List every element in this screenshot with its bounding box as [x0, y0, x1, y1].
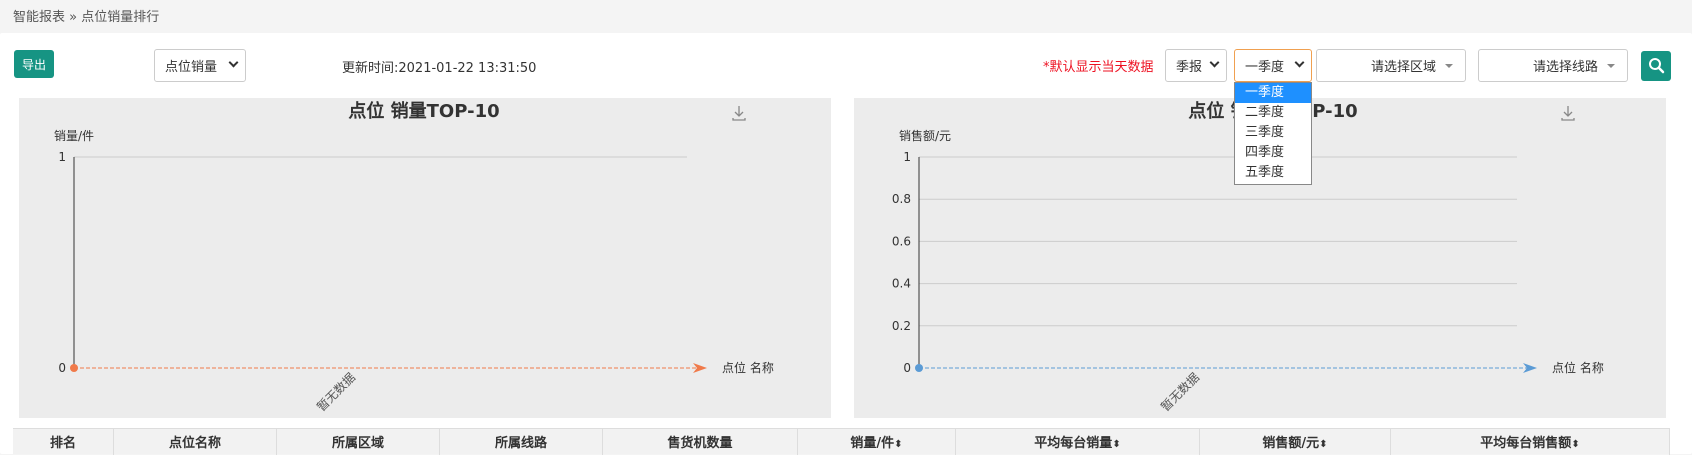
- data-point: [915, 364, 923, 372]
- chart-title: 点位 销量TOP-10: [348, 100, 499, 122]
- table-header-cell[interactable]: 平均每台销量⬍: [956, 429, 1200, 455]
- y-tick-label: 1: [903, 150, 911, 164]
- sort-icon[interactable]: ⬍: [1112, 439, 1121, 450]
- sort-icon[interactable]: ⬍: [1571, 439, 1580, 450]
- x-category-label: 暂无数据: [314, 370, 359, 415]
- y-tick-label: 0: [903, 361, 911, 375]
- quarter-option[interactable]: 一季度: [1235, 83, 1311, 103]
- default-data-hint: *默认显示当天数据: [1043, 60, 1154, 75]
- quarter-value: 一季度: [1245, 60, 1285, 75]
- breadcrumb: 智能报表 » 点位销量排行: [13, 10, 160, 25]
- sort-icon[interactable]: ⬍: [894, 439, 903, 450]
- download-icon: [1561, 106, 1575, 121]
- table-header-label: 点位名称: [168, 436, 221, 451]
- table-header-cell: 所属区域: [277, 429, 440, 455]
- table-header-cell[interactable]: 销量/件⬍: [798, 429, 956, 455]
- y-tick-label: 1: [58, 150, 66, 164]
- route-placeholder: 请选择线路: [1533, 60, 1599, 75]
- table-header-cell[interactable]: 平均每台销售额⬍: [1391, 429, 1670, 455]
- quarter-select[interactable]: 一季度: [1234, 49, 1312, 82]
- quarter-option[interactable]: 三季度: [1245, 125, 1285, 140]
- x-axis-arrow: [693, 363, 707, 373]
- update-time: 更新时间:2021-01-22 13:31:50: [342, 61, 537, 76]
- y-tick-label: 0.6: [892, 234, 911, 248]
- quarter-dropdown: 一季度二季度三季度四季度五季度: [1234, 82, 1312, 185]
- table-header-label: 销售额/元: [1262, 436, 1320, 451]
- table-header-label: 平均每台销量: [1034, 436, 1113, 451]
- table-header: 排名 点位名称 所属区域 所属线路 售货机数量 销量/件⬍ 平均每台销量⬍ 销售额/元⬍ 平均每…: [13, 428, 1670, 455]
- quarter-option[interactable]: 二季度: [1245, 105, 1285, 120]
- y-tick-label: 0: [58, 361, 66, 375]
- caret-down-icon: [1607, 64, 1615, 68]
- sort-icon[interactable]: ⬍: [1319, 439, 1328, 450]
- y-axis-label: 销量/件: [54, 129, 94, 143]
- y-tick-label: 0.2: [892, 319, 911, 333]
- search-icon: [1649, 58, 1665, 74]
- chevron-down-icon: [228, 57, 239, 68]
- table-header-cell: 售货机数量: [603, 429, 798, 455]
- region-placeholder: 请选择区域: [1371, 60, 1437, 75]
- download-icon-path: [732, 106, 746, 121]
- data-point: [70, 364, 78, 372]
- x-axis-arrow: [1523, 363, 1537, 373]
- x-axis-label: 点位 名称: [722, 360, 774, 375]
- period-type-select[interactable]: 季报: [1165, 49, 1227, 82]
- table-header-label: 所属区域: [331, 436, 384, 451]
- quarter-option[interactable]: 五季度: [1245, 165, 1285, 180]
- metric-select[interactable]: 点位销量: [154, 49, 246, 82]
- quarter-option[interactable]: 四季度: [1245, 145, 1285, 160]
- caret-down-icon: [1445, 64, 1453, 68]
- export-button[interactable]: 导出: [14, 50, 54, 78]
- chevron-down-icon: [1209, 57, 1220, 68]
- table-header-cell: 排名: [13, 429, 114, 455]
- search-button[interactable]: [1641, 51, 1671, 81]
- sales-volume-chart: 点位 销量TOP-10 销量/件 0 1 点位 名称暂无数据: [19, 98, 831, 418]
- region-select[interactable]: 请选择区域: [1316, 49, 1466, 82]
- x-category-label: 暂无数据: [1158, 370, 1203, 415]
- table-header-cell[interactable]: 销售额/元⬍: [1200, 429, 1391, 455]
- chevron-down-icon: [1294, 57, 1305, 68]
- table-header-label: 销量/件: [850, 436, 895, 451]
- table-header-label: 平均每台销售额: [1480, 436, 1572, 451]
- table-header-cell: 点位名称: [114, 429, 277, 455]
- table-header-label: 售货机数量: [667, 436, 733, 451]
- y-tick-label: 0.4: [892, 277, 911, 291]
- y-axis-label: 销售额/元: [899, 128, 951, 143]
- x-axis-label: 点位 名称: [1552, 360, 1604, 375]
- table-header-label: 排名: [49, 436, 76, 451]
- route-select[interactable]: 请选择线路: [1478, 49, 1628, 82]
- table-header-label: 所属线路: [494, 436, 547, 451]
- download-icon-path: [1561, 106, 1575, 121]
- download-icon: [732, 106, 746, 121]
- metric-select-value: 点位销量: [165, 60, 218, 75]
- y-tick-label: 0.8: [892, 192, 911, 206]
- period-type-value: 季报: [1176, 60, 1203, 75]
- table-header-cell: 所属线路: [440, 429, 603, 455]
